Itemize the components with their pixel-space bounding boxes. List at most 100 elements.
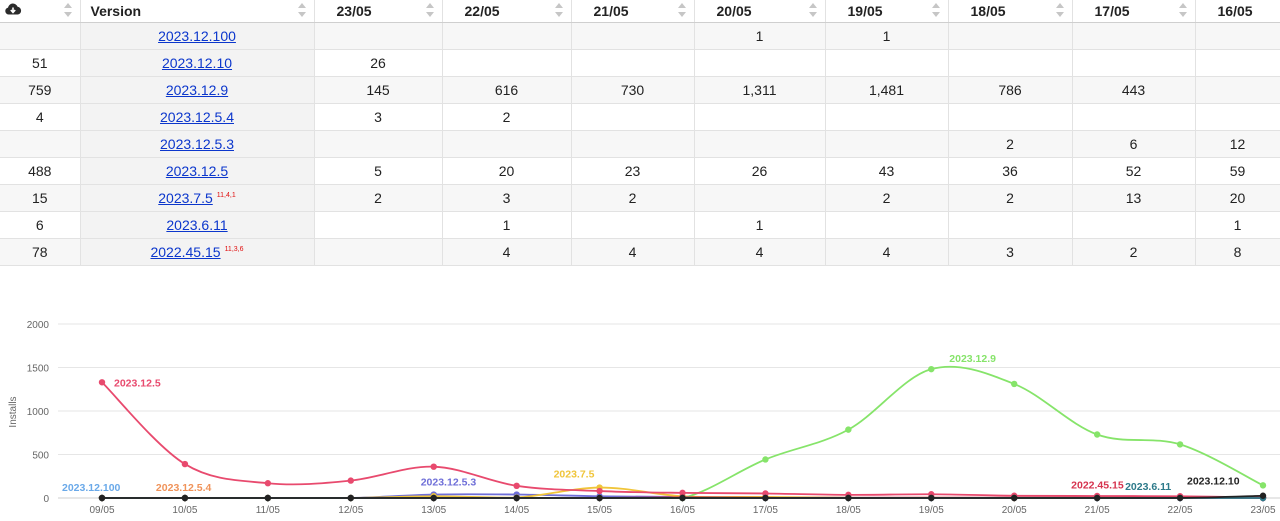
data-point[interactable] xyxy=(1011,494,1018,502)
installs-cell: 20 xyxy=(1195,184,1280,212)
sort-arrows-icon[interactable] xyxy=(677,3,686,17)
installs-cell: 13 xyxy=(1072,184,1196,212)
table-body: 2023.12.100 1 1 51 2023.12.10 26 759 2023.12.9 1… xyxy=(0,22,1280,266)
version-column-header[interactable]: Version xyxy=(80,0,315,23)
data-point[interactable] xyxy=(762,494,769,502)
table-row: 78 2022.45.15 11,3,6 4 4 4 4 3 2 8 xyxy=(0,238,1280,266)
data-point[interactable] xyxy=(1259,492,1267,499)
installs-cell xyxy=(948,103,1073,131)
data-point[interactable] xyxy=(762,456,769,463)
sort-arrows-icon[interactable] xyxy=(63,3,72,17)
installs-cell xyxy=(314,211,443,239)
data-point[interactable] xyxy=(98,494,106,502)
x-tick-label: 16/05 xyxy=(670,505,695,516)
date-column-header[interactable]: 21/05 xyxy=(571,0,695,23)
installs-cell: 1 xyxy=(694,22,826,50)
data-point[interactable] xyxy=(1176,494,1184,502)
sort-arrows-icon[interactable] xyxy=(554,3,563,17)
data-point[interactable] xyxy=(1093,431,1101,438)
version-link[interactable]: 2023.12.5.3 xyxy=(160,135,234,152)
version-cell: 2023.12.100 xyxy=(80,22,315,50)
version-link[interactable]: 2023.12.10 xyxy=(161,54,233,71)
data-point[interactable] xyxy=(513,494,520,502)
data-point[interactable] xyxy=(181,460,189,468)
installs-cell: 145 xyxy=(314,76,443,104)
installs-cell xyxy=(314,130,443,158)
data-point[interactable] xyxy=(181,494,189,502)
data-point[interactable] xyxy=(928,494,935,502)
data-point[interactable] xyxy=(347,477,354,484)
date-column-header[interactable]: 20/05 xyxy=(694,0,826,23)
x-tick-label: 23/05 xyxy=(1250,505,1275,516)
installs-cell xyxy=(948,49,1073,77)
installs-cell: 2 xyxy=(825,184,949,212)
data-point[interactable] xyxy=(1176,441,1184,448)
version-superscript: 11,4,1 xyxy=(216,191,236,199)
installs-cell xyxy=(825,211,949,239)
sort-arrows-icon[interactable] xyxy=(931,3,940,17)
data-point[interactable] xyxy=(430,494,437,502)
data-point[interactable] xyxy=(679,489,686,497)
sort-arrows-icon[interactable] xyxy=(297,3,306,17)
version-cell: 2023.12.10 xyxy=(80,49,315,77)
data-point[interactable] xyxy=(1093,494,1101,502)
data-point[interactable] xyxy=(430,463,437,470)
installs-cell: 23 xyxy=(571,157,695,185)
data-point[interactable] xyxy=(679,494,686,502)
sort-arrows-icon[interactable] xyxy=(808,3,817,17)
data-point[interactable] xyxy=(596,494,603,502)
data-point[interactable] xyxy=(845,426,852,433)
x-tick-label: 14/05 xyxy=(504,505,529,516)
y-tick-label: 500 xyxy=(32,451,49,462)
data-point[interactable] xyxy=(596,487,603,495)
installs-cell: 786 xyxy=(948,76,1073,104)
date-column-header[interactable]: 17/05 xyxy=(1072,0,1196,23)
table-row: 488 2023.12.5 5 20 23 26 43 36 52 59 xyxy=(0,157,1280,185)
version-cell: 2023.12.5.4 xyxy=(80,103,315,131)
series-data-label: 2023.12.5.3 xyxy=(421,477,477,489)
data-point[interactable] xyxy=(98,379,106,386)
installs-cell xyxy=(694,103,826,131)
version-link[interactable]: 2023.7.5 xyxy=(158,189,213,206)
series-line[interactable] xyxy=(101,365,1264,499)
data-point[interactable] xyxy=(928,365,935,373)
version-link[interactable]: 2023.12.9 xyxy=(165,81,229,98)
sort-arrows-icon[interactable] xyxy=(1178,3,1187,17)
data-point[interactable] xyxy=(845,494,852,502)
version-cell: 2023.7.5 11,4,1 xyxy=(80,184,315,212)
data-point[interactable] xyxy=(264,494,272,502)
version-link[interactable]: 2023.6.11 xyxy=(166,216,228,233)
installs-cell: 616 xyxy=(442,76,572,104)
data-point[interactable] xyxy=(513,482,520,490)
installs-cell xyxy=(948,211,1073,239)
installs-cell xyxy=(571,103,695,131)
date-column-header[interactable]: 22/05 xyxy=(442,0,572,23)
data-point[interactable] xyxy=(1011,380,1018,388)
data-point[interactable] xyxy=(347,494,354,502)
date-column-header[interactable]: 19/05 xyxy=(825,0,949,23)
installs-cell: 443 xyxy=(1072,76,1196,104)
version-link[interactable]: 2023.12.5 xyxy=(165,162,229,179)
date-column-header[interactable]: 16/05 xyxy=(1195,0,1280,23)
data-point[interactable] xyxy=(1259,482,1267,489)
x-tick-label: 21/05 xyxy=(1085,505,1110,516)
series-data-label: 2023.6.11 xyxy=(1125,481,1171,493)
download-column-header[interactable] xyxy=(0,0,81,23)
date-column-header[interactable]: 18/05 xyxy=(948,0,1073,23)
version-link[interactable]: 2023.12.5.4 xyxy=(160,108,234,125)
sort-arrows-icon[interactable] xyxy=(425,3,434,17)
x-tick-label: 15/05 xyxy=(587,505,612,516)
chart-series xyxy=(98,365,1267,502)
installs-cell xyxy=(825,130,949,158)
version-link[interactable]: 2022.45.15 xyxy=(150,243,221,260)
date-column-header[interactable]: 23/05 xyxy=(314,0,443,23)
installs-cell xyxy=(694,49,826,77)
date-header-label: 17/05 xyxy=(1094,2,1130,19)
installs-cell xyxy=(1072,211,1196,239)
installs-cell: 2 xyxy=(314,184,443,212)
data-point[interactable] xyxy=(264,480,272,487)
date-header-label: 16/05 xyxy=(1217,2,1253,19)
installs-cell: 12 xyxy=(1195,130,1280,158)
version-link[interactable]: 2023.12.100 xyxy=(158,27,236,44)
sort-arrows-icon[interactable] xyxy=(1055,3,1064,17)
